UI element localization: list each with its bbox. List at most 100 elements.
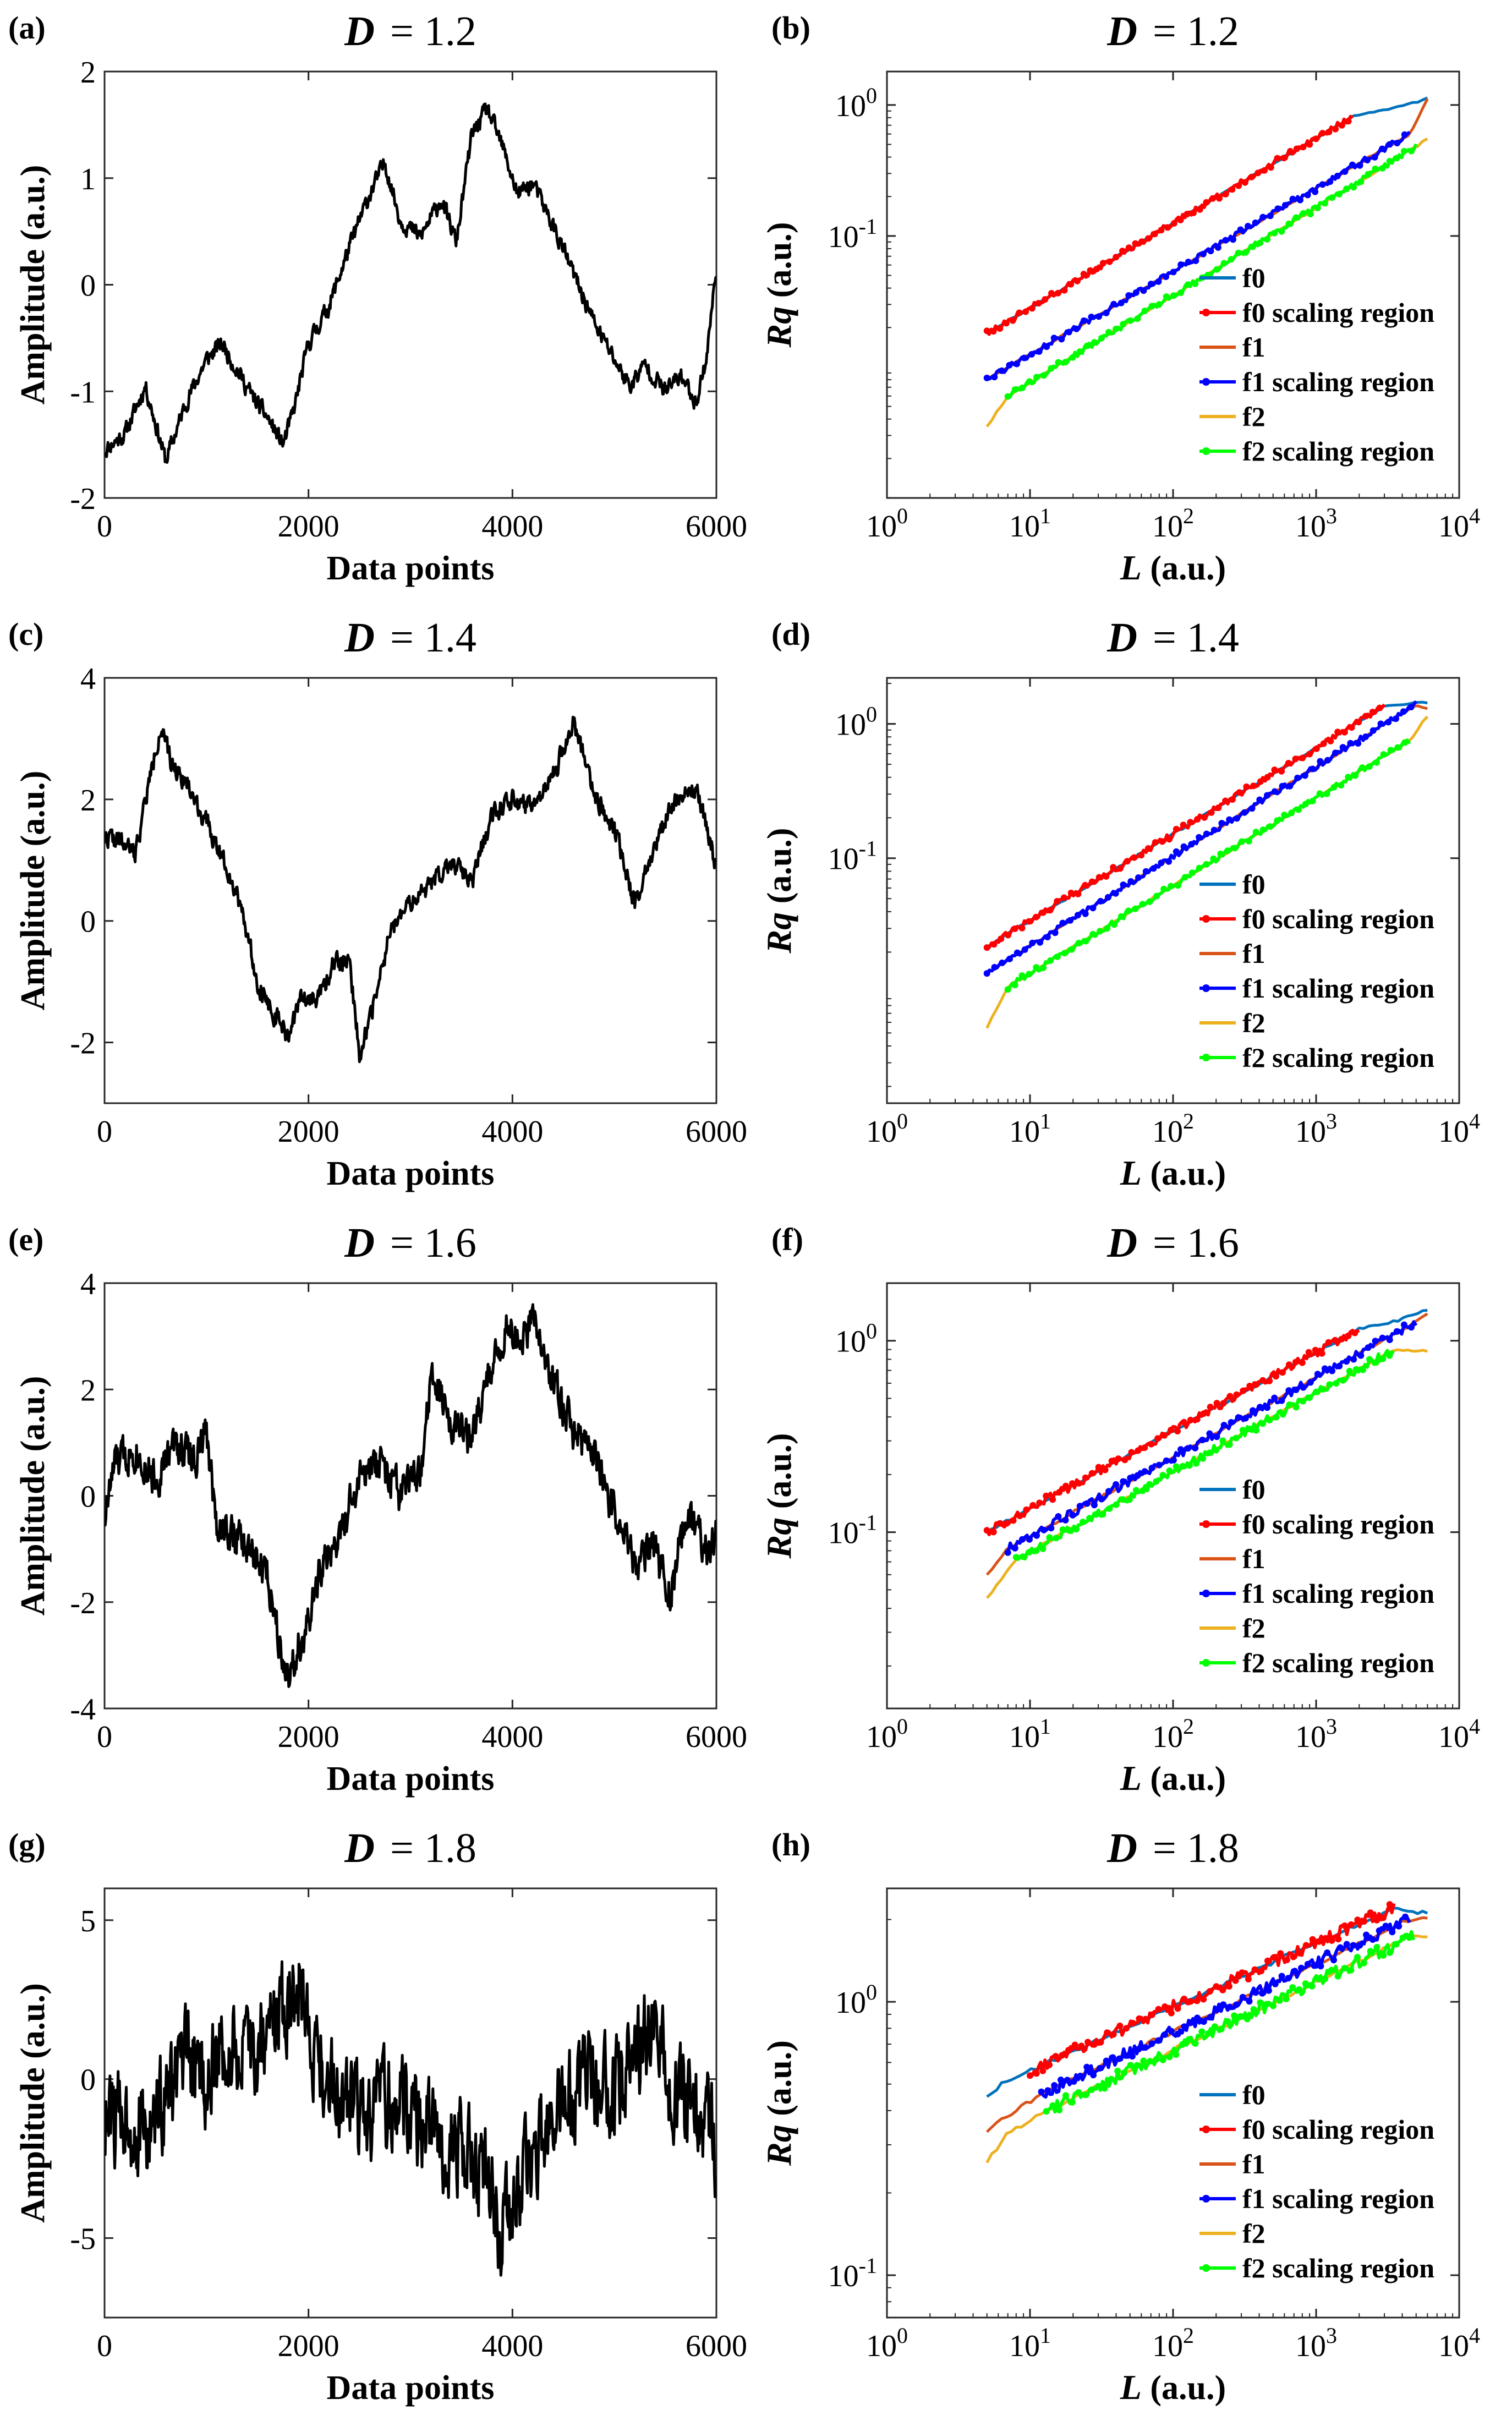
series-f0-scaling-region-marker <box>1313 745 1320 752</box>
x-tick-label: 0 <box>97 510 112 544</box>
series-f1-scaling-region-marker <box>1379 1334 1386 1341</box>
series-f2-scaling-region-marker <box>1170 292 1177 299</box>
series-f1-scaling-region-marker <box>1070 2078 1077 2085</box>
series-f2-scaling-region-marker <box>1062 2092 1069 2099</box>
series-f0-scaling-region-marker <box>1002 320 1010 327</box>
series-f1-scaling-region-marker <box>1044 934 1051 940</box>
series-f2-scaling-region-marker <box>1134 315 1141 322</box>
series-f2-scaling-region-marker <box>1093 1511 1100 1518</box>
series-f0-scaling-region-marker <box>1067 281 1075 288</box>
series-f2-scaling-region-marker <box>1211 2023 1218 2030</box>
series-f0-scaling-region-marker <box>1259 1377 1267 1384</box>
series-f2-scaling-region-marker <box>1386 1352 1393 1359</box>
series-f2-scaling-region-marker <box>1106 1505 1113 1512</box>
series-f1-scaling-region-marker <box>1285 1975 1292 1982</box>
series-f0-scaling-region-marker <box>1159 838 1166 845</box>
chart-title-value: = 1.2 <box>1153 8 1239 54</box>
series-f1-scaling-region-marker <box>1239 1993 1246 2001</box>
series-f1-scaling-region-marker <box>1376 1927 1383 1934</box>
series-f1-scaling-region-marker <box>1021 946 1028 953</box>
series-f2-scaling-region-marker <box>1206 1449 1213 1456</box>
legend-label: f2 <box>1242 1613 1266 1644</box>
series-f2-scaling-region-marker <box>1406 1934 1413 1941</box>
series-f2-scaling-region-marker <box>1127 317 1134 324</box>
series-f1-scaling-region-marker <box>1199 250 1207 258</box>
series-f0-scaling-region-marker <box>1071 2041 1078 2048</box>
series-f2-scaling-region-marker <box>1108 2075 1115 2083</box>
series-f1-line <box>985 1916 1428 2133</box>
x-tick-label: 100 <box>866 1714 908 1754</box>
y-tick-label: 0 <box>80 269 96 303</box>
series-f1-scaling-region-marker <box>1350 1356 1357 1363</box>
series-f1-scaling-region-marker <box>1125 292 1132 299</box>
series-f2-scaling-region-marker <box>1125 907 1132 914</box>
x-tick-label: 104 <box>1438 1109 1480 1149</box>
legend-marker <box>1202 378 1210 386</box>
series-f1-scaling-region-marker <box>1256 796 1263 803</box>
series-f1-scaling-region-marker <box>1210 826 1218 834</box>
series-f2-scaling-region-marker <box>1285 220 1292 227</box>
series-f2-scaling-region-marker <box>1296 1986 1302 1993</box>
series-f2-scaling-region-marker <box>1308 1982 1316 1990</box>
series-f0-scaling-region-marker <box>1222 190 1229 198</box>
series-f2-scaling-region-marker <box>1119 1496 1126 1503</box>
series-f2-scaling-region-marker <box>1224 847 1231 855</box>
series-f0-scaling-region-marker <box>1325 1339 1332 1346</box>
series-f1-scaling-region-marker <box>1343 1358 1350 1365</box>
series-f0-scaling-region-marker <box>1226 1393 1234 1400</box>
series-f1-scaling-region-marker <box>1304 191 1311 199</box>
series-f0-scaling-region-marker <box>1102 1466 1109 1474</box>
series-f2-scaling-region-marker <box>1341 1965 1348 1972</box>
series-f0-scaling-region-marker <box>1320 740 1327 747</box>
series-f2-line <box>985 1348 1428 1599</box>
series-f2-scaling-region-marker <box>1232 1434 1240 1442</box>
series-f1-scaling-region-marker <box>998 367 1005 374</box>
series-f0-scaling-region-marker <box>1209 195 1217 202</box>
y-tick-exponent: 0 <box>866 702 877 727</box>
series-f1-scaling-region-marker <box>1327 178 1334 185</box>
series-f1-scaling-region-marker <box>1393 715 1399 722</box>
series-f2-scaling-region-marker <box>1040 372 1048 379</box>
y-tick-base: 10 <box>828 1516 859 1551</box>
series-f0-scaling-region-marker <box>1273 1373 1279 1380</box>
series-f2-scaling-region-marker <box>1386 157 1393 165</box>
y-tick-label: -2 <box>70 1027 96 1061</box>
series-f2-scaling-region-marker <box>1193 1460 1199 1467</box>
series-f2-scaling-region-marker <box>1347 1967 1355 1974</box>
y-tick-label: 4 <box>80 662 96 696</box>
series-f1-scaling-region-marker <box>1226 816 1233 823</box>
series-f0-scaling-region-marker <box>1125 244 1132 251</box>
series-f0-scaling-region-marker <box>1039 909 1047 916</box>
series-f1-scaling-region-marker <box>1228 1419 1235 1426</box>
x-tick-base: 10 <box>1295 1115 1326 1149</box>
series-f0-scaling-region-marker <box>1166 836 1173 843</box>
series-f2-scaling-region-marker <box>1302 1980 1309 1987</box>
series-f2-scaling-region-marker <box>1334 1973 1341 1980</box>
legend-label: f0 <box>1242 262 1266 293</box>
series-f1-scaling-region-marker <box>1334 172 1341 179</box>
series-f0-scaling-region-marker <box>1009 317 1016 324</box>
y-axis-label: Rq (a.u.) <box>759 2040 798 2166</box>
series-f2-scaling-region-marker <box>1242 249 1249 256</box>
series-f0-scaling-region-marker <box>1016 309 1023 316</box>
series-f0-scaling-region-marker <box>996 325 1004 332</box>
series-f1-scaling-region-marker <box>1113 1481 1120 1488</box>
series-f1-scaling-region-marker <box>1188 841 1195 848</box>
series-f1-scaling-region-marker <box>1083 2063 1091 2071</box>
series-f0-scaling-region-marker <box>1132 240 1139 247</box>
series-f0-scaling-region-marker <box>1206 1988 1213 1995</box>
series-f2-scaling-region-marker <box>1043 2108 1050 2115</box>
series-f1-scaling-region-marker <box>1147 281 1154 288</box>
series-f0-scaling-region-marker <box>1253 1381 1260 1388</box>
y-tick-label: 10-1 <box>828 1510 877 1551</box>
legend-marker <box>1202 2126 1210 2133</box>
series-f2-scaling-region-marker <box>1053 1535 1060 1542</box>
legend-label: f2 scaling region <box>1242 1042 1434 1073</box>
series-f1-scaling-region-marker <box>1274 205 1281 212</box>
series-f1-scaling-region-marker <box>1379 145 1386 152</box>
series-f0-scaling-region-marker <box>1142 2015 1149 2023</box>
y-tick-base: 10 <box>828 2259 859 2293</box>
series-f1-scaling-region-marker <box>1082 910 1089 917</box>
y-tick-label: 2 <box>80 56 96 90</box>
